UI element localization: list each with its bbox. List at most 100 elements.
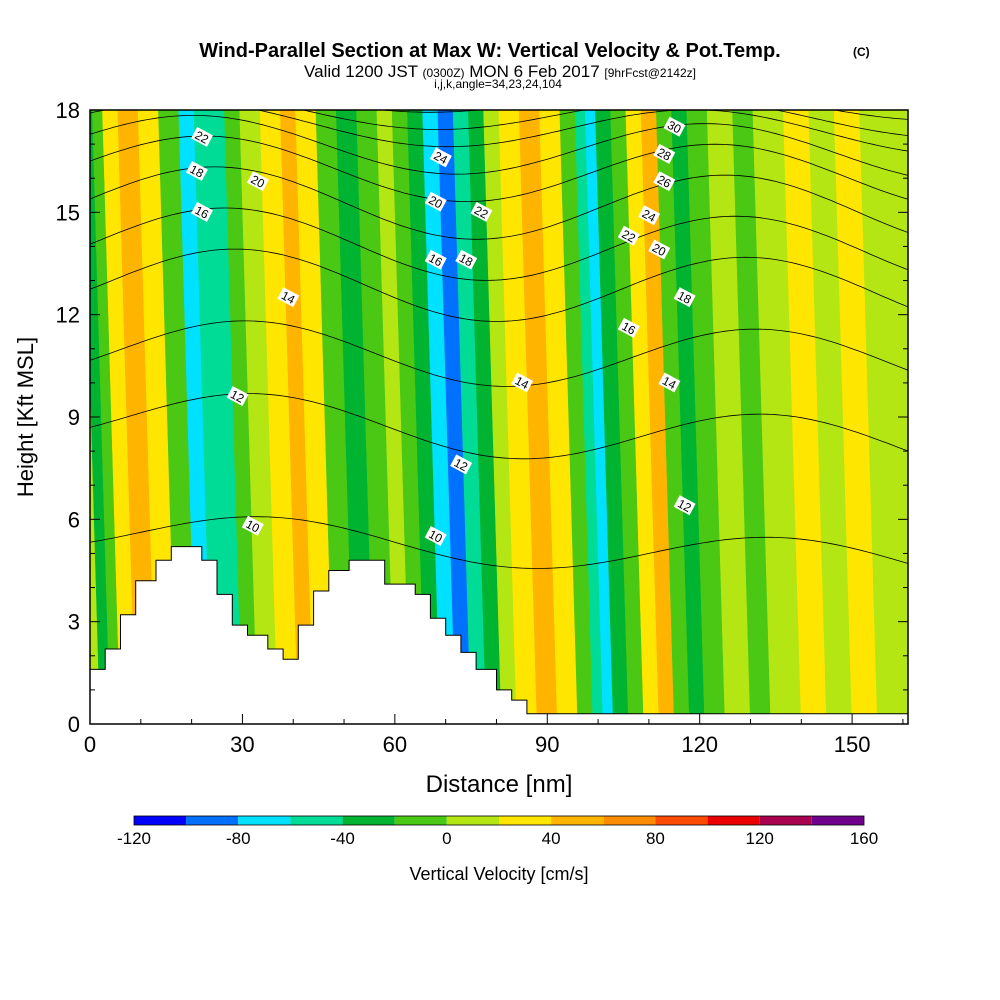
contour-label: 24 (638, 205, 661, 226)
contour-label: 30 (663, 116, 686, 137)
colorbar-tick-label: 120 (746, 829, 774, 848)
velocity-band (356, 110, 396, 724)
svg-text:14: 14 (660, 374, 679, 393)
velocity-band (539, 110, 579, 724)
y-tick-label: 9 (68, 405, 80, 430)
colorbar-swatch (186, 816, 239, 825)
colorbar-swatch (394, 816, 447, 825)
contour-label: 10 (241, 515, 264, 536)
y-tick-label: 0 (68, 712, 80, 737)
velocity-band (468, 110, 502, 724)
velocity-band (90, 110, 111, 724)
velocity-band (376, 110, 411, 724)
svg-text:18: 18 (457, 251, 476, 270)
velocity-band (706, 110, 751, 724)
isentrope-line (90, 135, 908, 203)
isentrope-line (90, 516, 908, 569)
subtitle-date: MON 6 Feb 2017 (469, 62, 599, 81)
colorbar-frame (133, 815, 865, 826)
x-tick-label: 0 (84, 732, 96, 757)
velocity-band (574, 110, 604, 724)
colorbar-swatch (499, 816, 552, 825)
colorbar-swatch (707, 816, 760, 825)
velocity-band (224, 110, 258, 724)
svg-text:18: 18 (675, 288, 694, 307)
svg-text:22: 22 (472, 203, 491, 222)
x-tick-label: 60 (383, 732, 407, 757)
x-tick-label: 150 (834, 732, 871, 757)
svg-text:26: 26 (655, 172, 674, 191)
colorbar-tick-label: 40 (542, 829, 561, 848)
svg-text:24: 24 (431, 148, 450, 167)
x-tick-label: 90 (535, 732, 559, 757)
colorbar-swatch (811, 816, 864, 825)
velocity-band (808, 110, 853, 724)
colorbar-tick-label: 0 (442, 829, 451, 848)
contour-label: 20 (246, 171, 269, 192)
contour-label: 22 (617, 225, 640, 246)
velocity-band (732, 110, 772, 724)
contour-label: 14 (658, 372, 681, 393)
svg-text:20: 20 (650, 241, 669, 260)
chart-subtitle: Valid 1200 JST (0300Z) MON 6 Feb 2017 [9… (304, 62, 696, 81)
svg-text:10: 10 (243, 517, 262, 536)
colorbar-swatch (603, 816, 656, 825)
svg-text:14: 14 (279, 288, 298, 307)
colorbar-swatch (759, 816, 812, 825)
svg-text:20: 20 (249, 172, 268, 191)
subtitle-valid: Valid 1200 JST (304, 62, 418, 81)
svg-text:12: 12 (675, 496, 694, 515)
velocity-band (239, 110, 279, 724)
velocity-band (640, 110, 675, 724)
potential-temperature-contours (90, 110, 908, 569)
velocity-band (498, 110, 538, 724)
contour-label: 24 (429, 147, 452, 168)
colorbar-tick-label: -80 (226, 829, 251, 848)
svg-text:10: 10 (426, 527, 445, 546)
isentrope-line (90, 166, 908, 240)
chart-title: Wind-Parallel Section at Max W: Vertical… (199, 40, 780, 62)
contour-label: 16 (424, 249, 447, 270)
y-tick-label: 3 (68, 610, 80, 635)
y-axis: 0 3 6 9 12 15 18 (56, 98, 908, 737)
svg-text:18: 18 (188, 162, 207, 181)
contour-label: 14 (277, 287, 300, 308)
contour-label: 28 (653, 143, 676, 164)
contour-label: 16 (191, 201, 214, 222)
contour-label: 12 (450, 454, 473, 475)
contour-label: 12 (226, 386, 249, 407)
velocity-band (407, 110, 441, 724)
x-axis-label: Distance [nm] (426, 771, 573, 798)
copyright-mark: (C) (853, 45, 870, 59)
x-tick-label: 30 (230, 732, 254, 757)
colorbar-swatch (655, 816, 708, 825)
velocity-band (391, 110, 426, 724)
velocity-band (102, 110, 136, 724)
colorbar-swatch (551, 816, 604, 825)
isentrope-line (90, 207, 908, 281)
contour-label: 18 (673, 287, 696, 308)
subtitle-zulu: (0300Z) (423, 66, 465, 80)
velocity-band (518, 110, 558, 724)
y-tick-label: 15 (56, 200, 80, 225)
velocity-band (859, 110, 908, 724)
colorbar-swatch (134, 816, 187, 825)
velocity-band (656, 110, 690, 724)
velocity-band (483, 110, 518, 724)
contour-label: 14 (511, 372, 534, 393)
colorbar-tick-label: -40 (330, 829, 355, 848)
contour-label: 16 (617, 317, 640, 338)
contour-label: 18 (455, 249, 478, 270)
colorbar-tick-label: 80 (646, 829, 665, 848)
y-tick-label: 18 (56, 98, 80, 123)
contour-label: 12 (673, 495, 696, 516)
velocity-band (117, 110, 157, 724)
x-axis: 0 30 60 90 120 150 (84, 714, 904, 757)
svg-text:12: 12 (452, 455, 471, 474)
svg-text:12: 12 (228, 387, 247, 406)
svg-text:20: 20 (426, 193, 445, 212)
velocity-band (280, 110, 314, 724)
subtitle-forecast: [9hrFcst@2142z] (604, 66, 696, 80)
